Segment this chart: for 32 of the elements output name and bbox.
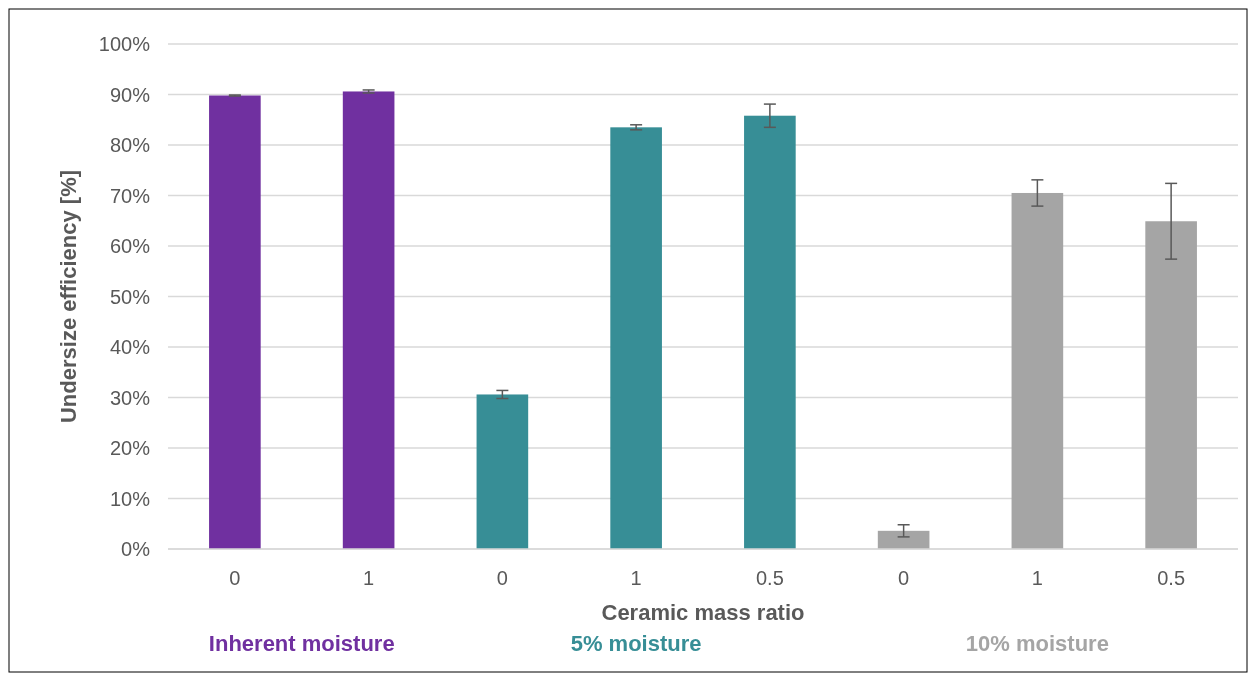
y-tick-label: 60% bbox=[109, 235, 151, 257]
x-tick-label: 1 bbox=[1031, 567, 1043, 589]
y-tick-label: 50% bbox=[109, 285, 151, 308]
text: Inherent moisture bbox=[208, 631, 395, 656]
text: 10% moisture bbox=[965, 631, 1109, 656]
bar bbox=[1145, 221, 1197, 549]
y-tick-label: 70% bbox=[109, 184, 151, 207]
y-tick-label: 100% bbox=[98, 33, 151, 55]
y-tick-label: 40% bbox=[109, 336, 151, 358]
bar bbox=[744, 115, 796, 549]
bar bbox=[610, 127, 662, 549]
y-tick-label: 10% bbox=[109, 487, 151, 510]
y-tick-label: 0% bbox=[121, 538, 151, 560]
y-tick-label: 80% bbox=[109, 134, 151, 156]
x-tick-label: 0 bbox=[496, 567, 508, 589]
bar bbox=[877, 530, 930, 549]
x-tick-label: 0.5 bbox=[1157, 567, 1186, 589]
y-axis-title: Undersize efficiency [%] bbox=[56, 169, 81, 424]
y-tick-label: 90% bbox=[109, 83, 151, 106]
y-tick-label: 30% bbox=[109, 386, 151, 409]
x-axis-title: Ceramic mass ratio bbox=[601, 600, 805, 625]
x-tick-label: 1 bbox=[363, 567, 375, 589]
x-tick-label: 0 bbox=[229, 567, 241, 589]
text: 5% moisture bbox=[570, 631, 702, 656]
bar bbox=[209, 95, 261, 549]
bar bbox=[342, 91, 395, 549]
bar bbox=[1011, 192, 1064, 549]
y-tick-label: 20% bbox=[109, 437, 151, 459]
x-tick-label: 1 bbox=[630, 567, 642, 589]
x-tick-label: 0.5 bbox=[755, 567, 784, 589]
x-tick-label: 0 bbox=[898, 567, 910, 589]
bar bbox=[476, 394, 529, 549]
